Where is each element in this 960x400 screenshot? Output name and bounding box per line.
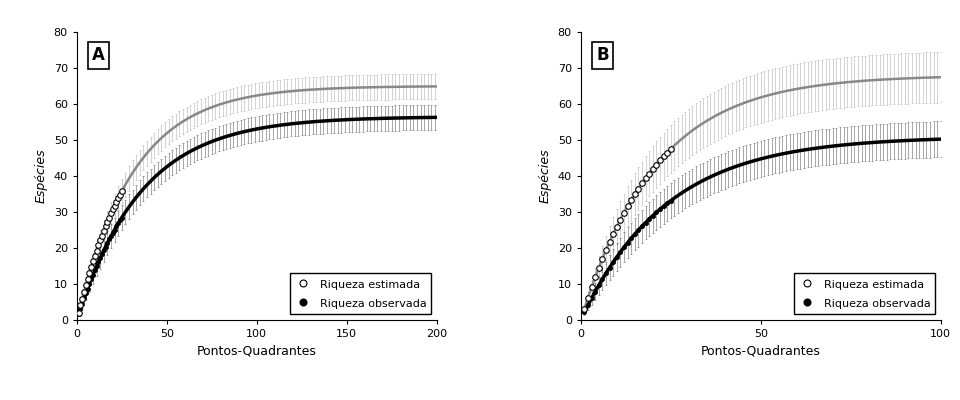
X-axis label: Pontos-Quadrantes: Pontos-Quadrantes — [701, 344, 821, 358]
X-axis label: Pontos-Quadrantes: Pontos-Quadrantes — [197, 344, 317, 358]
Legend: Riqueza estimada, Riqueza observada: Riqueza estimada, Riqueza observada — [794, 273, 935, 314]
Legend: Riqueza estimada, Riqueza observada: Riqueza estimada, Riqueza observada — [290, 273, 431, 314]
Y-axis label: Espécies: Espécies — [36, 149, 48, 203]
Text: A: A — [92, 46, 105, 64]
Y-axis label: Espécies: Espécies — [540, 149, 552, 203]
Text: B: B — [596, 46, 609, 64]
